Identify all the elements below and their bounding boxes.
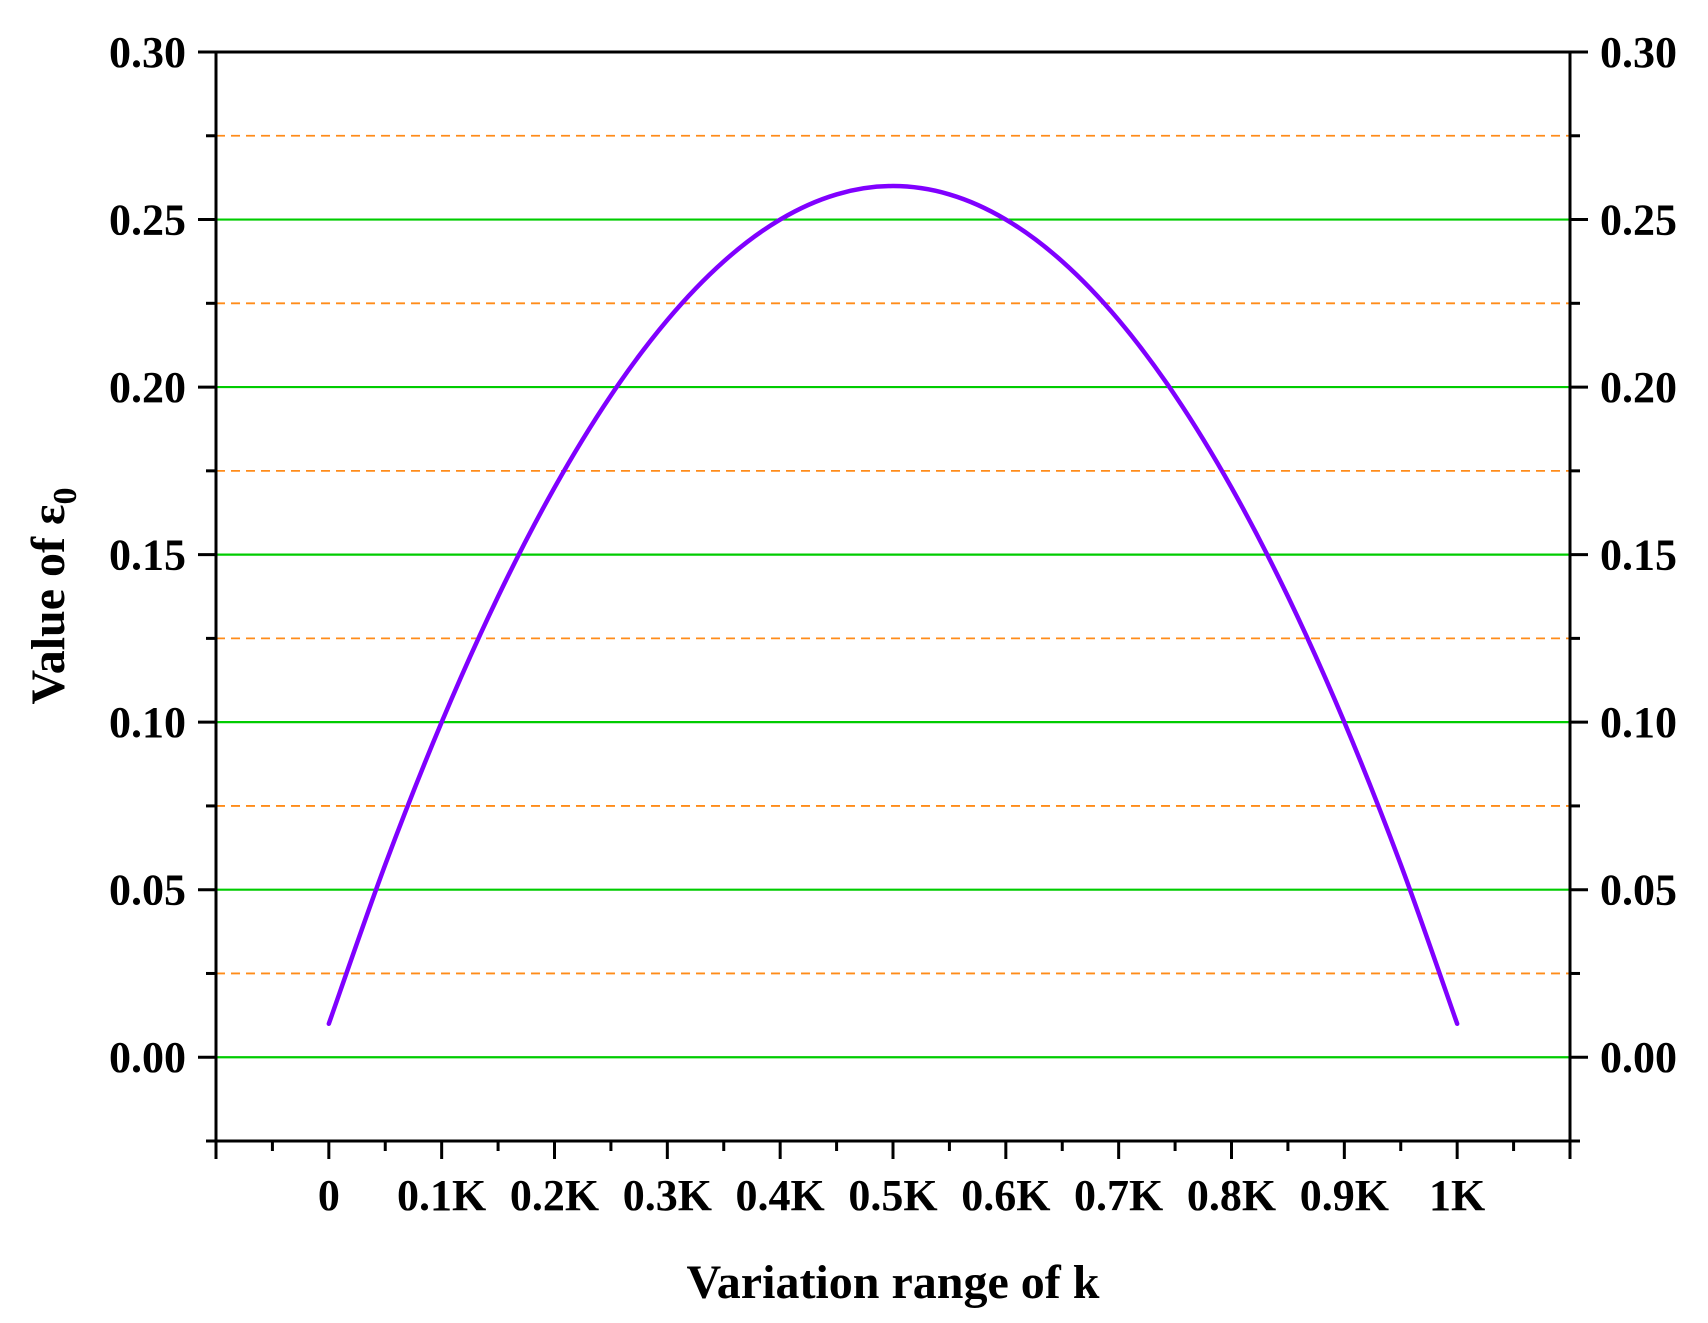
y-tick-label-right: 0.10	[1600, 698, 1677, 747]
y-tick-label-left: 0.10	[109, 698, 186, 747]
x-tick-label: 0.5K	[848, 1171, 937, 1220]
ticks-layer	[198, 50, 1588, 1159]
y-axis-title-subscript: 0	[47, 487, 84, 504]
x-tick-label: 1K	[1429, 1171, 1485, 1220]
x-tick-label: 0.2K	[510, 1171, 599, 1220]
x-axis-title: Variation range of k	[687, 1256, 1100, 1309]
y-tick-label-right: 0.00	[1600, 1033, 1677, 1082]
y-axis-title-main: Value of ε	[22, 504, 75, 704]
x-tick-label: 0.3K	[623, 1171, 712, 1220]
x-tick-label: 0.7K	[1074, 1171, 1163, 1220]
grid-layer	[216, 134, 1570, 1059]
y-tick-label-left: 0.30	[109, 28, 186, 77]
y-tick-label-right: 0.25	[1600, 196, 1677, 245]
y-tick-label-left: 0.15	[109, 531, 186, 580]
x-tick-label: 0.1K	[397, 1171, 486, 1220]
y-tick-label-right: 0.20	[1600, 363, 1677, 412]
y-tick-labels-right: 0.00 0.05 0.10 0.15 0.20 0.25 0.30	[1600, 28, 1677, 1082]
x-tick-label: 0	[318, 1171, 340, 1220]
x-tick-label: 0.8K	[1187, 1171, 1276, 1220]
y-tick-label-left: 0.05	[109, 866, 186, 915]
y-tick-label-right: 0.30	[1600, 28, 1677, 77]
x-tick-label: 0.9K	[1300, 1171, 1389, 1220]
x-tick-label: 0.4K	[736, 1171, 825, 1220]
y-axis-title: Value of ε0	[22, 487, 84, 704]
x-tick-labels: 0 0.1K 0.2K 0.3K 0.4K 0.5K 0.6K 0.7K 0.8K 0.9K 1K	[318, 1171, 1485, 1220]
y-tick-label-right: 0.15	[1600, 531, 1677, 580]
series-curve	[326, 183, 1460, 1026]
y-tick-labels-left: 0.00 0.05 0.10 0.15 0.20 0.25 0.30	[109, 28, 186, 1082]
curve-layer	[326, 183, 1460, 1026]
y-tick-label-left: 0.00	[109, 1033, 186, 1082]
y-tick-label-left: 0.25	[109, 196, 186, 245]
y-tick-label-left: 0.20	[109, 363, 186, 412]
y-tick-label-right: 0.05	[1600, 866, 1677, 915]
x-tick-label: 0.6K	[961, 1171, 1050, 1220]
plot-frame	[214, 50, 1572, 1143]
